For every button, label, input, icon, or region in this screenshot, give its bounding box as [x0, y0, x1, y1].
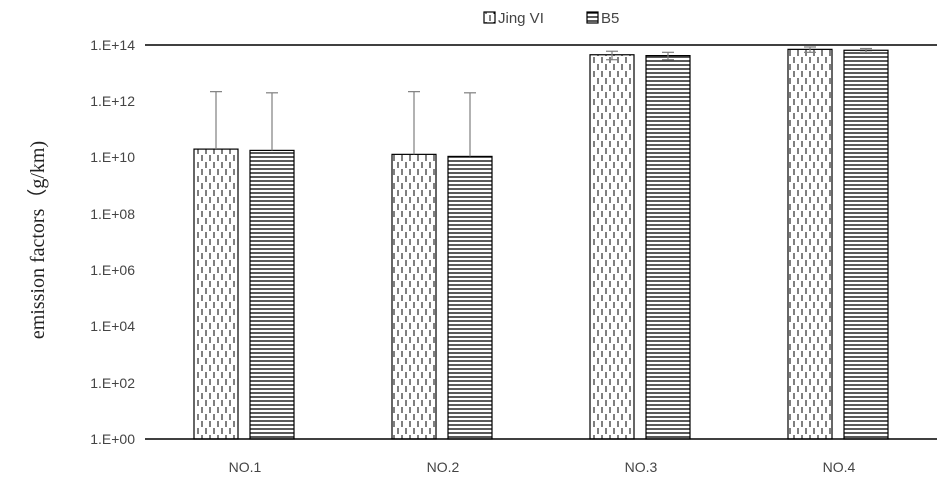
bars-layer: [193, 48, 889, 440]
bar-jing-vi-no1: [193, 148, 239, 440]
bar-jing-vi-no3: [589, 54, 635, 440]
error-bars-layer: [210, 46, 872, 157]
legend-swatch-jing-vi: [483, 11, 496, 24]
x-tick-label-no4: NO.4: [823, 459, 856, 475]
y-tick-labels: 1.E+00 1.E+02 1.E+04 1.E+06 1.E+08 1.E+1…: [90, 37, 135, 447]
legend-label-b5: B5: [601, 10, 619, 27]
y-tick-label: 1.E+08: [90, 206, 135, 222]
legend: Jing VI B5: [483, 10, 619, 27]
x-tick-label-no1: NO.1: [229, 459, 262, 475]
x-tick-label-no3: NO.3: [625, 459, 658, 475]
legend-label-jing-vi: Jing VI: [498, 10, 544, 27]
y-tick-label: 1.E+06: [90, 262, 135, 278]
bar-b5-no3: [645, 55, 691, 440]
bar-jing-vi-no2: [391, 153, 437, 440]
x-tick-labels: NO.1 NO.2 NO.3 NO.4: [229, 459, 856, 475]
legend-swatch-b5: [586, 11, 599, 24]
y-tick-label: 1.E+02: [90, 375, 135, 391]
bar-jing-vi-no4: [787, 48, 833, 440]
x-tick-label-no2: NO.2: [427, 459, 460, 475]
bar-b5-no4: [843, 49, 889, 440]
y-tick-label: 1.E+00: [90, 431, 135, 447]
bar-b5-no2: [447, 155, 493, 440]
y-tick-label: 1.E+10: [90, 149, 135, 165]
y-tick-label: 1.E+12: [90, 93, 135, 109]
y-tick-label: 1.E+14: [90, 37, 135, 53]
y-tick-label: 1.E+04: [90, 318, 135, 334]
y-axis-title: emission factors（g/km): [26, 141, 49, 339]
bar-b5-no1: [249, 149, 295, 440]
